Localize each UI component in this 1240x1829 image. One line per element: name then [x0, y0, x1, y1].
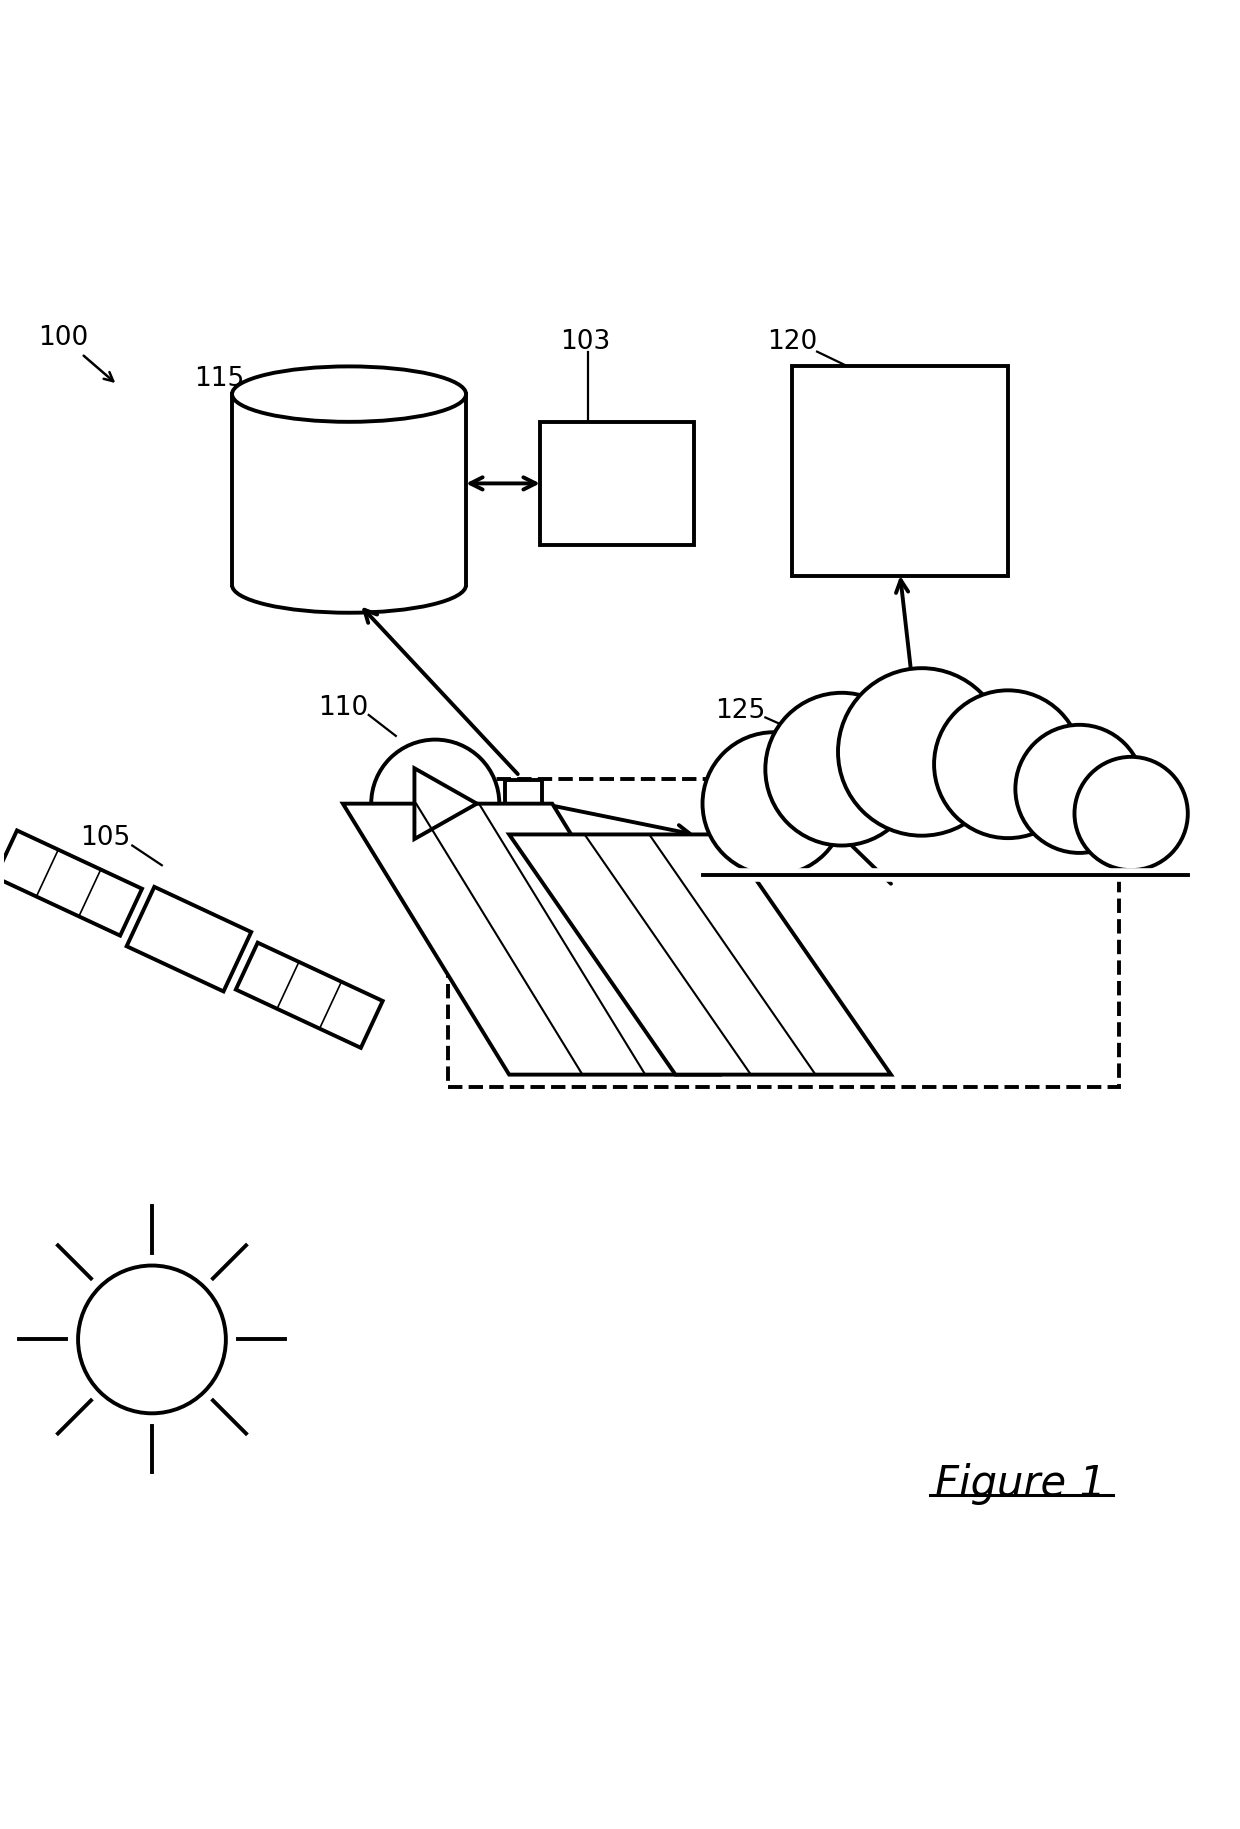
Polygon shape: [126, 887, 252, 991]
Text: 130: 130: [413, 741, 463, 768]
Bar: [792, 366, 1008, 576]
Bar: [539, 422, 694, 545]
Polygon shape: [510, 834, 892, 1075]
Text: Figure 1: Figure 1: [935, 1463, 1106, 1505]
Polygon shape: [0, 830, 143, 936]
Circle shape: [78, 1266, 226, 1414]
Text: 103: 103: [560, 329, 610, 355]
Bar: [448, 779, 1118, 1086]
Circle shape: [934, 690, 1081, 838]
FancyBboxPatch shape: [232, 393, 466, 585]
Circle shape: [838, 668, 1006, 836]
Circle shape: [1075, 757, 1188, 871]
Circle shape: [703, 732, 846, 874]
Text: 125: 125: [715, 699, 766, 724]
Ellipse shape: [232, 366, 466, 422]
Text: 120: 120: [768, 329, 817, 355]
Circle shape: [765, 693, 918, 845]
Circle shape: [1016, 724, 1143, 852]
Bar: [506, 781, 542, 827]
Polygon shape: [343, 803, 718, 1075]
Text: 115: 115: [195, 366, 244, 391]
Polygon shape: [414, 768, 477, 840]
Text: 110: 110: [317, 695, 368, 721]
Text: 105: 105: [81, 825, 130, 850]
Circle shape: [371, 739, 500, 867]
Polygon shape: [236, 942, 383, 1048]
Text: 100: 100: [38, 326, 113, 380]
